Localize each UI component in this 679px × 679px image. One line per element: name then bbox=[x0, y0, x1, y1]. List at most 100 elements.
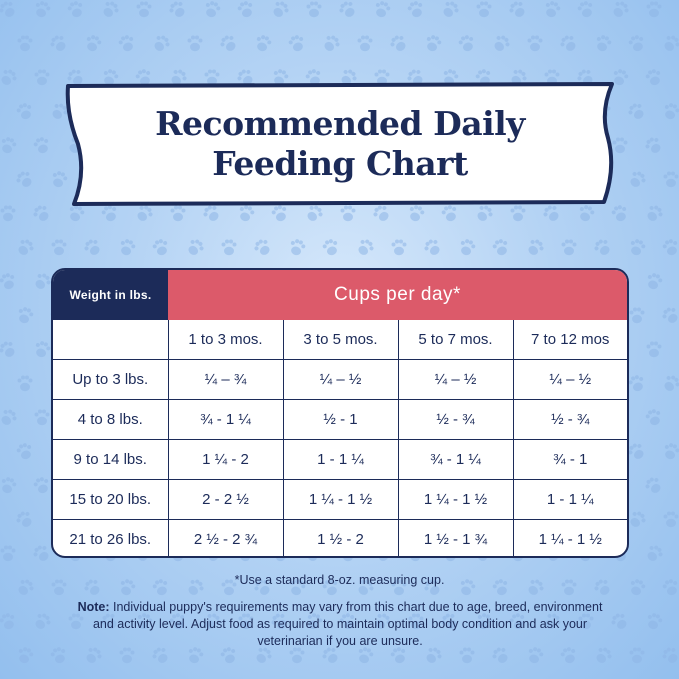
paw-print-icon bbox=[391, 239, 407, 256]
paw-print-icon bbox=[13, 168, 36, 191]
paw-print-icon bbox=[661, 441, 679, 462]
weight-cell: 9 to 14 lbs. bbox=[53, 439, 169, 480]
paw-print-icon bbox=[625, 440, 648, 463]
paw-print-icon bbox=[490, 32, 513, 55]
paw-print-icon bbox=[15, 101, 35, 122]
banner-shape bbox=[65, 82, 614, 206]
paw-print-icon bbox=[644, 271, 664, 292]
paw-print-icon bbox=[320, 32, 343, 55]
paw-print-icon bbox=[99, 0, 122, 21]
paw-print-icon bbox=[32, 0, 52, 20]
weight-cell: 4 to 8 lbs. bbox=[53, 399, 169, 440]
paw-print-icon bbox=[0, 271, 18, 292]
feeding-grid: 1 to 3 mos. 3 to 5 mos. 5 to 7 mos. 7 to… bbox=[53, 320, 627, 556]
paw-print-icon bbox=[47, 32, 70, 55]
paw-print-icon bbox=[0, 0, 19, 21]
paw-print-icon bbox=[117, 33, 137, 54]
paw-print-icon bbox=[642, 134, 665, 157]
paw-print-icon bbox=[406, 0, 426, 20]
paw-print-icon bbox=[644, 67, 664, 88]
weight-cell: 15 to 20 lbs. bbox=[53, 479, 169, 520]
corner-cell bbox=[53, 320, 169, 360]
paw-print-icon bbox=[661, 237, 679, 258]
paw-print-icon bbox=[287, 33, 307, 54]
paw-print-icon bbox=[457, 237, 477, 258]
paw-print-icon bbox=[627, 373, 647, 394]
weight-cell: 21 to 26 lbs. bbox=[53, 519, 169, 556]
paw-print-icon bbox=[661, 101, 679, 122]
paw-print-icon bbox=[151, 237, 171, 258]
title-line-1: Recommended Daily bbox=[155, 104, 525, 143]
paw-print-icon bbox=[287, 237, 307, 258]
paw-print-icon bbox=[663, 511, 679, 528]
paw-print-icon bbox=[506, 0, 529, 21]
paw-print-icon bbox=[30, 542, 53, 565]
paw-print-icon bbox=[627, 237, 647, 258]
paw-print-icon bbox=[66, 0, 86, 20]
cups-cell: ¾ - 1 ¼ bbox=[397, 439, 514, 480]
paw-print-icon bbox=[357, 35, 373, 52]
paw-print-icon bbox=[0, 205, 16, 222]
cups-cell: ¼ – ½ bbox=[282, 359, 399, 400]
weight-header: Weight in lbs. bbox=[53, 270, 168, 320]
paw-print-icon bbox=[13, 508, 36, 531]
age-column-header: 1 to 3 mos. bbox=[167, 320, 284, 360]
paw-print-icon bbox=[421, 236, 444, 259]
paw-print-icon bbox=[593, 33, 613, 54]
paw-print-icon bbox=[83, 33, 103, 54]
paw-print-icon bbox=[321, 237, 341, 258]
paw-print-icon bbox=[557, 32, 580, 55]
table-row: 15 to 20 lbs. 2 - 2 ½ 1 ¼ - 1 ½ 1 ¼ - 1 … bbox=[53, 479, 627, 520]
paw-print-icon bbox=[524, 236, 547, 259]
cups-cell: ½ - ¾ bbox=[512, 399, 627, 440]
paw-print-icon bbox=[627, 33, 647, 54]
paw-print-icon bbox=[15, 441, 35, 462]
paw-print-icon bbox=[372, 0, 392, 20]
paw-print-icon bbox=[0, 611, 18, 632]
paw-print-icon bbox=[236, 0, 256, 20]
paw-print-icon bbox=[646, 341, 662, 358]
paw-print-icon bbox=[659, 304, 679, 327]
paw-print-icon bbox=[49, 645, 69, 666]
paw-print-icon bbox=[0, 545, 16, 562]
weight-cell: Up to 3 lbs. bbox=[53, 359, 169, 400]
paw-print-icon bbox=[644, 407, 664, 428]
table-row: 21 to 26 lbs. 2 ½ - 2 ¾ 1 ½ - 2 1 ½ - 1 … bbox=[53, 519, 627, 556]
paw-print-icon bbox=[221, 239, 237, 256]
paw-print-icon bbox=[527, 35, 543, 52]
paw-print-icon bbox=[0, 338, 19, 361]
paw-print-icon bbox=[629, 307, 645, 324]
paw-print-icon bbox=[644, 611, 664, 632]
title-banner: Recommended Daily Feeding Chart bbox=[60, 78, 620, 208]
cups-cell: ¼ – ½ bbox=[397, 359, 514, 400]
paw-print-icon bbox=[31, 270, 54, 293]
paw-print-icon bbox=[354, 236, 377, 259]
cups-per-day-header: Cups per day* bbox=[168, 270, 627, 320]
paw-print-icon bbox=[202, 0, 222, 20]
paw-print-icon bbox=[14, 236, 37, 259]
paw-print-icon bbox=[660, 372, 679, 395]
table-row: 9 to 14 lbs. 1 ¼ - 2 1 - 1 ¼ ¾ - 1 ¼ ¾ -… bbox=[53, 439, 627, 480]
paw-print-icon bbox=[0, 475, 18, 496]
paw-print-icon bbox=[0, 66, 20, 89]
cups-cell: ¼ – ¾ bbox=[167, 359, 284, 400]
cups-cell: ¼ – ½ bbox=[512, 359, 627, 400]
paw-print-icon bbox=[17, 375, 33, 392]
paw-print-icon bbox=[136, 1, 152, 18]
paw-print-icon bbox=[642, 474, 665, 497]
paw-print-icon bbox=[576, 0, 596, 20]
cups-cell: 2 - 2 ½ bbox=[167, 479, 284, 520]
paw-print-icon bbox=[166, 0, 189, 21]
paw-print-icon bbox=[591, 236, 614, 259]
paw-print-icon bbox=[457, 33, 477, 54]
paw-print-icon bbox=[150, 32, 173, 55]
paw-print-icon bbox=[476, 1, 492, 18]
measuring-cup-footnote: *Use a standard 8-oz. measuring cup. bbox=[234, 573, 445, 587]
paw-print-icon bbox=[626, 168, 649, 191]
paw-print-icon bbox=[608, 610, 631, 633]
title-line-2: Feeding Chart bbox=[212, 144, 468, 183]
paw-print-icon bbox=[251, 236, 274, 259]
paw-print-icon bbox=[387, 32, 410, 55]
paw-print-icon bbox=[542, 0, 562, 20]
paw-print-icon bbox=[306, 1, 322, 18]
